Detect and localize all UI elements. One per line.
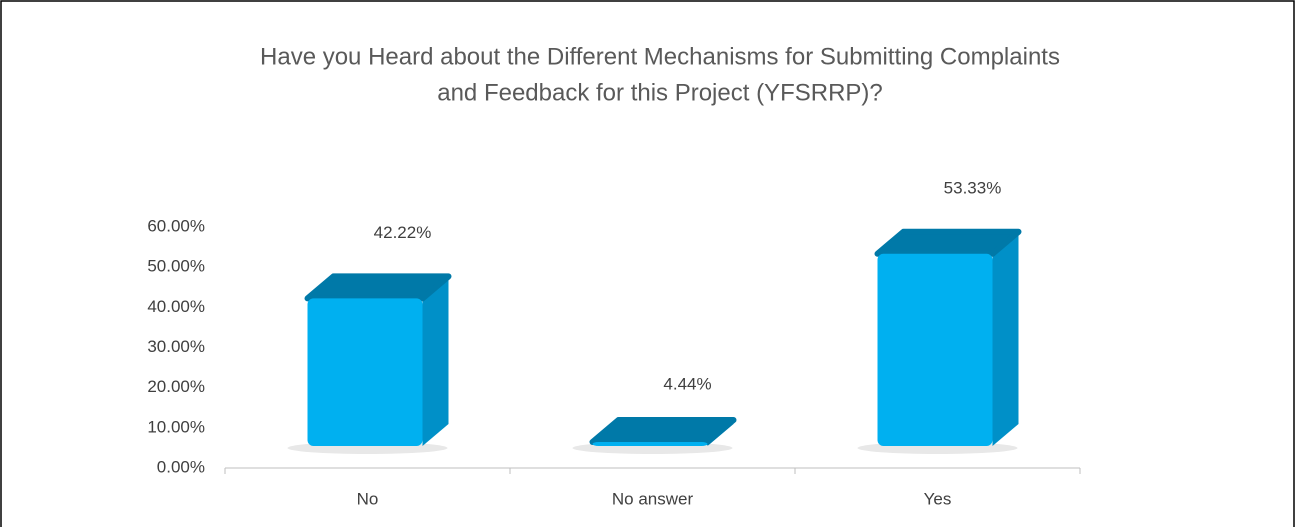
bar-side (422, 276, 449, 446)
data-label: 4.44% (663, 375, 711, 394)
y-tick-label: 0.00% (157, 457, 205, 476)
bar-top (874, 228, 1022, 257)
y-tick-label: 40.00% (147, 297, 205, 316)
bar-side (992, 231, 1019, 446)
data-label: 42.22% (374, 223, 432, 242)
y-tick-label: 30.00% (147, 337, 205, 356)
y-tick-label: 60.00% (147, 216, 205, 235)
y-tick-label: 20.00% (147, 377, 205, 396)
bar-top (589, 417, 737, 445)
data-label: 53.33% (944, 178, 1002, 197)
bar (307, 298, 423, 446)
chart-title: Have you Heard about the Different Mecha… (260, 43, 1060, 70)
y-tick-label: 10.00% (147, 417, 205, 436)
bar (877, 253, 993, 446)
bar-top (304, 273, 452, 302)
bar (592, 442, 708, 446)
x-tick-label: Yes (924, 489, 952, 508)
y-tick-label: 50.00% (147, 257, 205, 276)
chart-title: and Feedback for this Project (YFSRRP)? (437, 79, 883, 106)
x-tick-label: No (357, 489, 379, 508)
x-tick-label: No answer (612, 489, 694, 508)
